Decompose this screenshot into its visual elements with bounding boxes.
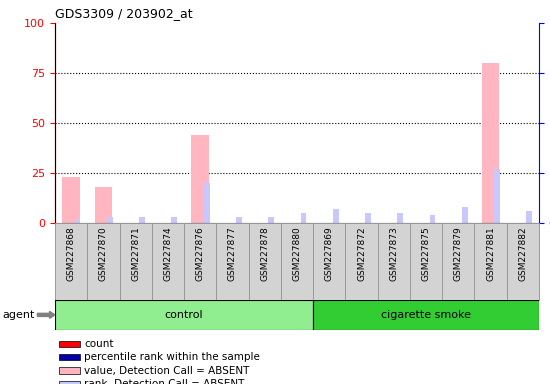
Bar bbox=[397, 213, 403, 223]
Text: GSM227868: GSM227868 bbox=[67, 227, 76, 281]
Bar bbox=[249, 223, 281, 300]
Text: percentile rank within the sample: percentile rank within the sample bbox=[84, 352, 260, 362]
Text: GSM227879: GSM227879 bbox=[454, 227, 463, 281]
Bar bbox=[59, 367, 80, 374]
Text: GSM227870: GSM227870 bbox=[99, 227, 108, 281]
Text: agent: agent bbox=[3, 310, 35, 320]
Text: GSM227871: GSM227871 bbox=[131, 227, 140, 281]
Bar bbox=[365, 213, 371, 223]
Bar bbox=[62, 177, 80, 223]
Bar bbox=[494, 169, 500, 223]
Text: GSM227878: GSM227878 bbox=[260, 227, 270, 281]
Text: GSM227877: GSM227877 bbox=[228, 227, 237, 281]
Bar bbox=[119, 223, 152, 300]
Bar bbox=[55, 300, 313, 330]
Bar bbox=[442, 223, 475, 300]
Bar bbox=[300, 213, 306, 223]
Bar bbox=[236, 217, 242, 223]
Bar bbox=[204, 183, 210, 223]
Text: GSM227881: GSM227881 bbox=[486, 227, 495, 281]
Text: GSM227873: GSM227873 bbox=[389, 227, 398, 281]
Bar bbox=[172, 217, 177, 223]
Bar bbox=[107, 217, 113, 223]
Text: GSM227872: GSM227872 bbox=[357, 227, 366, 281]
Bar bbox=[139, 217, 145, 223]
Bar bbox=[507, 223, 539, 300]
Bar bbox=[152, 223, 184, 300]
Bar bbox=[462, 207, 468, 223]
Bar bbox=[345, 223, 378, 300]
Bar bbox=[59, 381, 80, 384]
Bar bbox=[313, 300, 539, 330]
Text: GSM227869: GSM227869 bbox=[324, 227, 334, 281]
Text: GSM227880: GSM227880 bbox=[293, 227, 301, 281]
Bar bbox=[75, 219, 80, 223]
Bar bbox=[191, 135, 209, 223]
Text: GSM227874: GSM227874 bbox=[163, 227, 173, 281]
Text: control: control bbox=[165, 310, 204, 320]
Text: rank, Detection Call = ABSENT: rank, Detection Call = ABSENT bbox=[84, 379, 245, 384]
Bar bbox=[333, 209, 339, 223]
Text: GSM227876: GSM227876 bbox=[196, 227, 205, 281]
Text: value, Detection Call = ABSENT: value, Detection Call = ABSENT bbox=[84, 366, 250, 376]
Bar bbox=[526, 211, 532, 223]
Text: count: count bbox=[84, 339, 114, 349]
Bar bbox=[216, 223, 249, 300]
Bar bbox=[87, 223, 119, 300]
Bar bbox=[184, 223, 216, 300]
Bar bbox=[475, 223, 507, 300]
Bar bbox=[430, 215, 436, 223]
Bar bbox=[55, 223, 87, 300]
Bar bbox=[59, 354, 80, 361]
Text: GSM227882: GSM227882 bbox=[518, 227, 527, 281]
Bar bbox=[313, 223, 345, 300]
Bar bbox=[378, 223, 410, 300]
Text: GSM227875: GSM227875 bbox=[421, 227, 431, 281]
Bar bbox=[281, 223, 313, 300]
Text: cigarette smoke: cigarette smoke bbox=[381, 310, 471, 320]
Bar bbox=[59, 341, 80, 347]
Bar bbox=[95, 187, 112, 223]
Bar bbox=[410, 223, 442, 300]
Text: GDS3309 / 203902_at: GDS3309 / 203902_at bbox=[55, 7, 192, 20]
Bar bbox=[268, 217, 274, 223]
Bar bbox=[482, 63, 499, 223]
